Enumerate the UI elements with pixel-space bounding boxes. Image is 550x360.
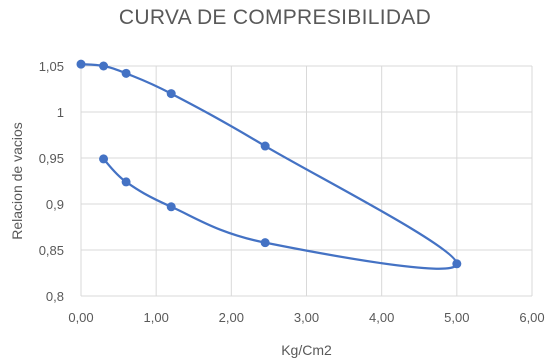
x-tick-label: 0,00: [68, 310, 93, 325]
x-tick-label: 3,00: [294, 310, 319, 325]
y-tick-label: 1: [57, 105, 64, 120]
data-point: [452, 259, 462, 269]
data-point: [260, 141, 270, 151]
data-point: [166, 202, 176, 212]
x-tick-label: 5,00: [444, 310, 469, 325]
data-point: [99, 61, 109, 71]
series-line: [79, 63, 458, 270]
data-point: [121, 68, 131, 78]
series-layer: [76, 59, 462, 270]
x-tick-label: 6,00: [519, 310, 544, 325]
y-tick-label: 0,95: [39, 151, 64, 166]
y-tick-label: 0,85: [39, 243, 64, 258]
data-point: [76, 59, 86, 69]
y-axis-label: Relacion de vacios: [9, 122, 25, 240]
y-tick-label: 0,8: [46, 289, 64, 304]
data-point: [121, 177, 131, 187]
chart-title: CURVA DE COMPRESIBILIDAD: [118, 6, 432, 29]
data-point: [99, 154, 109, 164]
x-tick-label: 2,00: [219, 310, 244, 325]
data-point: [260, 238, 270, 248]
y-tick-label: 1,05: [39, 59, 64, 74]
x-axis-label: Kg/Cm2: [281, 342, 332, 358]
x-tick-label: 4,00: [369, 310, 394, 325]
y-tick-label: 0,9: [46, 197, 64, 212]
data-point: [166, 89, 176, 99]
x-tick-label: 1,00: [144, 310, 169, 325]
tick-labels: 0,00 1,00 2,00 3,00 4,00 5,00 6,00 0,8 0,85 0,9 0,…: [39, 59, 545, 325]
grid-layer: [80, 65, 533, 297]
